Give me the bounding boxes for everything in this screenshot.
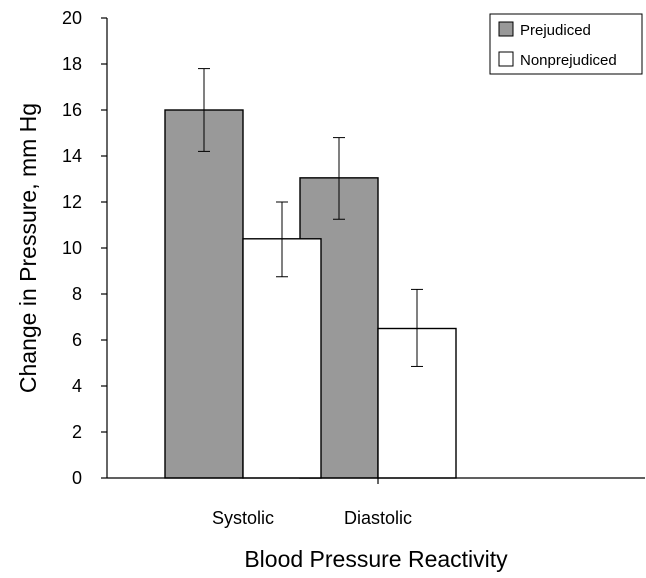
bar-prejudiced-systolic — [164, 109, 244, 479]
legend-label-nonprejudiced: Nonprejudiced — [520, 52, 617, 69]
y-tick-label: 8 — [72, 284, 82, 304]
x-axis-title: Blood Pressure Reactivity — [244, 546, 508, 572]
y-tick-label: 10 — [62, 238, 82, 258]
y-tick-label: 12 — [62, 192, 82, 212]
bars-layer — [164, 109, 457, 479]
y-tick-label: 18 — [62, 54, 82, 74]
y-ticks-layer: 0 2 4 6 8 10 12 14 16 18 20 — [62, 8, 379, 488]
y-tick-label: 6 — [72, 330, 82, 350]
y-tick-label: 2 — [72, 422, 82, 442]
legend-frame — [489, 13, 643, 75]
y-tick-label: 0 — [72, 468, 82, 488]
legend-label-prejudiced: Prejudiced — [520, 22, 591, 39]
legend-swatch-prejudiced — [498, 21, 514, 37]
x-category-label: Diastolic — [344, 508, 412, 528]
y-tick-label: 14 — [62, 146, 82, 166]
y-axis-title: Change in Pressure, mm Hg — [15, 103, 41, 393]
y-tick-label: 4 — [72, 376, 82, 396]
legend: Prejudiced Nonprejudiced — [489, 13, 643, 75]
y-tick-label: 20 — [62, 8, 82, 28]
y-tick-label: 16 — [62, 100, 82, 120]
category-labels-layer: Systolic Diastolic — [212, 508, 412, 528]
error-bars-layer — [198, 68, 423, 367]
legend-swatch-nonprejudiced — [498, 51, 514, 67]
bar-nonprejudiced-systolic — [242, 238, 322, 479]
x-category-label: Systolic — [212, 508, 274, 528]
